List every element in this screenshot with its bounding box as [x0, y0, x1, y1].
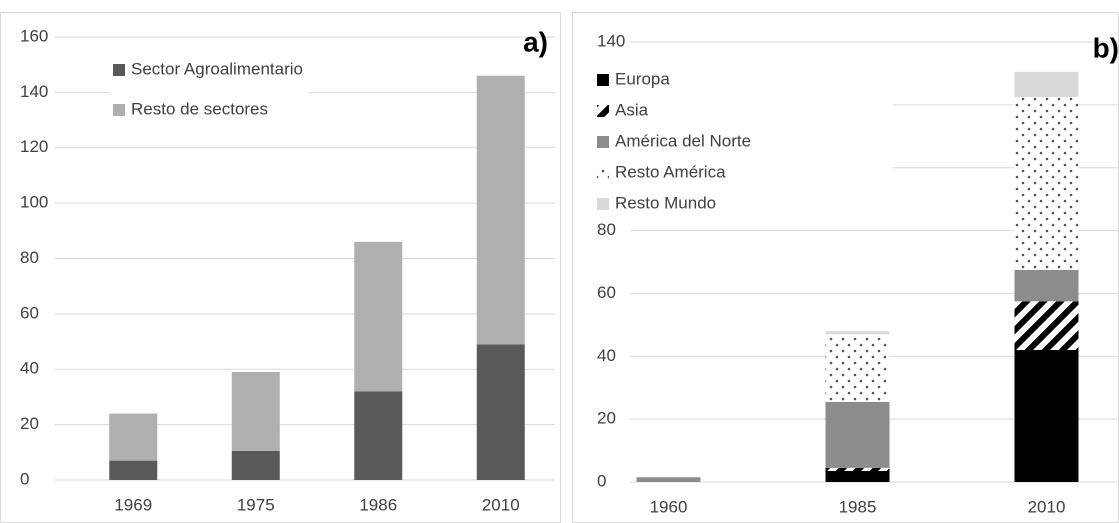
- bar-segment: [109, 413, 158, 461]
- x-tick-label: 1986: [359, 495, 397, 514]
- y-tick-label: 20: [20, 414, 39, 433]
- y-tick-label: 140: [20, 82, 48, 101]
- y-tick-label: 60: [20, 303, 39, 322]
- bar-segment: [825, 334, 890, 402]
- legend-swatch: [113, 64, 125, 76]
- bar-segment: [825, 401, 890, 468]
- legend-label: Resto de sectores: [131, 99, 268, 118]
- y-tick-label: 20: [597, 409, 616, 428]
- panel-label: b): [1093, 32, 1119, 63]
- bar-segment: [1014, 71, 1079, 97]
- y-tick-label: 80: [20, 248, 39, 267]
- bar-segment: [354, 391, 403, 480]
- x-tick-label: 1960: [650, 497, 688, 516]
- x-tick-label: 2010: [1028, 497, 1066, 516]
- bar-segment: [1014, 350, 1079, 482]
- x-tick-label: 1975: [237, 495, 275, 514]
- legend-swatch: [597, 136, 609, 148]
- bar-segment: [476, 344, 525, 480]
- y-tick-label: 120: [20, 137, 48, 156]
- bar-segment: [476, 75, 525, 345]
- bar-segment: [1014, 97, 1079, 270]
- legend-label: Asia: [615, 100, 649, 119]
- legend-label: Resto Mundo: [615, 193, 716, 212]
- legend-bg: [109, 54, 309, 138]
- legend-swatch: [113, 104, 125, 116]
- panel-label: a): [523, 26, 548, 57]
- legend-label: América del Norte: [615, 131, 751, 150]
- legend-label: Sector Agroalimentario: [131, 59, 303, 78]
- bar-segment: [109, 460, 158, 480]
- legend-swatch: [597, 105, 609, 117]
- bar-segment: [231, 372, 280, 451]
- y-tick-label: 140: [597, 31, 625, 50]
- y-tick-label: 160: [20, 26, 48, 45]
- y-tick-label: 0: [597, 471, 606, 490]
- bar-segment: [825, 331, 890, 335]
- legend-swatch: [597, 198, 609, 210]
- bar-segment: [1014, 269, 1079, 302]
- legend-label: Resto América: [615, 162, 726, 181]
- legend-swatch: [597, 74, 609, 86]
- y-tick-label: 40: [20, 359, 39, 378]
- bar-segment: [231, 450, 280, 480]
- bar-segment: [636, 477, 701, 482]
- bar-segment: [825, 471, 890, 482]
- bar-segment: [354, 241, 403, 392]
- y-tick-label: 40: [597, 346, 616, 365]
- y-tick-label: 0: [20, 469, 29, 488]
- x-tick-label: 1985: [839, 497, 877, 516]
- x-tick-label: 1969: [114, 495, 152, 514]
- y-tick-label: 60: [597, 283, 616, 302]
- legend-bg: [593, 64, 893, 223]
- legend-swatch: [597, 167, 609, 179]
- y-tick-label: 80: [597, 220, 616, 239]
- legend-label: Europa: [615, 69, 670, 88]
- bar-segment: [1014, 301, 1079, 350]
- bar-segment: [825, 467, 890, 471]
- x-tick-label: 2010: [482, 495, 520, 514]
- y-tick-label: 100: [20, 193, 48, 212]
